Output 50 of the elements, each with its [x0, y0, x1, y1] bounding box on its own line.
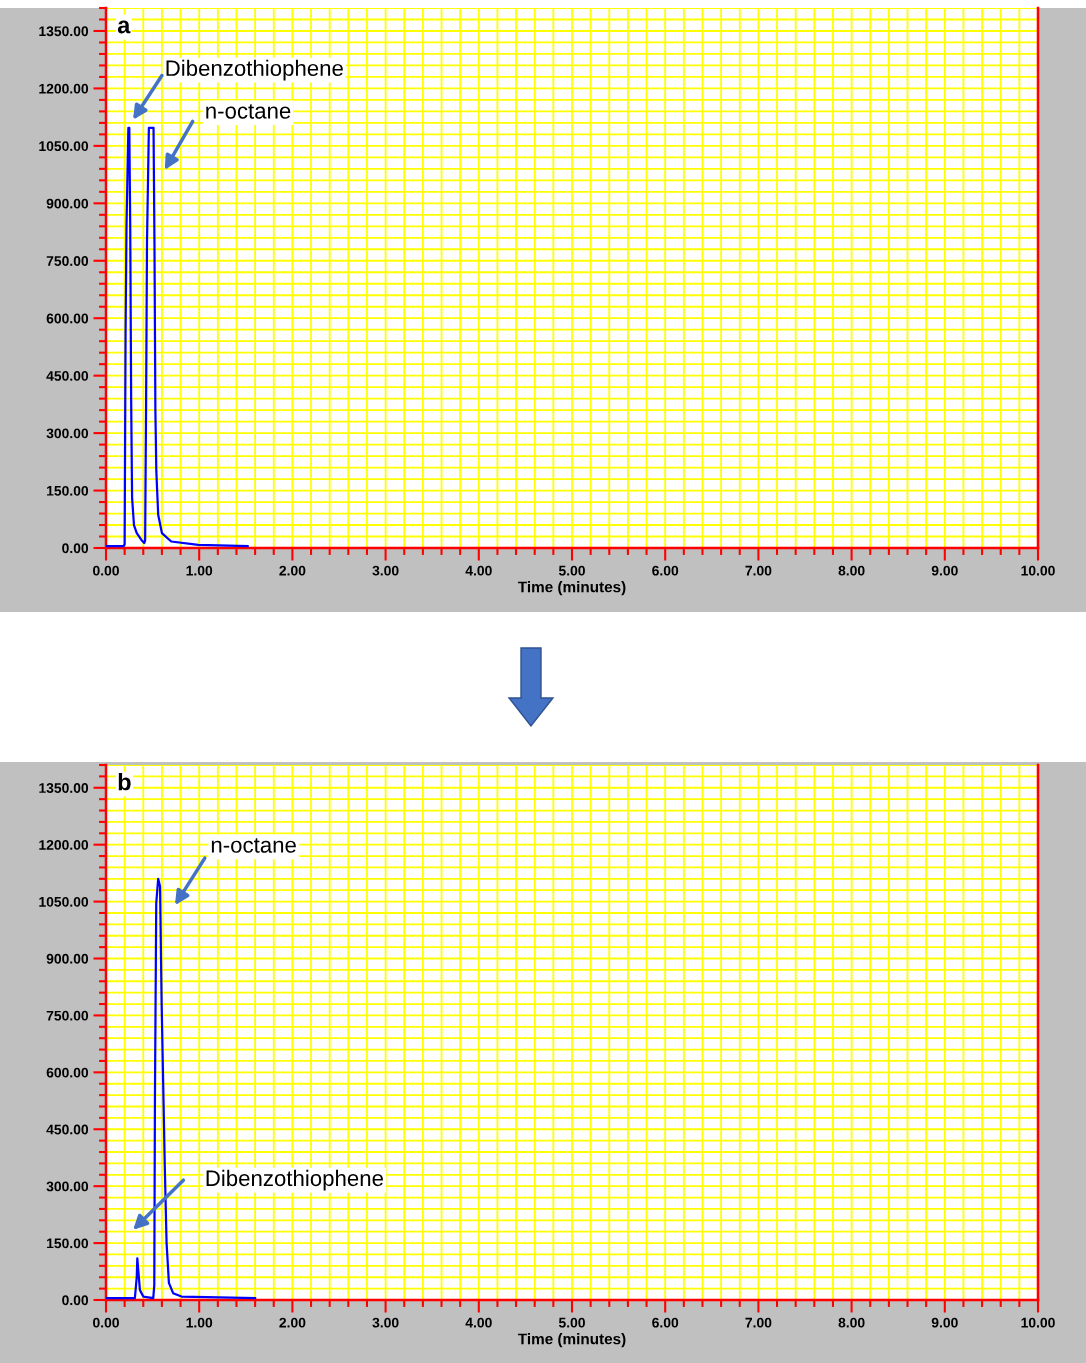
y-tick-label: 150.00: [47, 485, 89, 496]
x-tick-label: 10.00: [1021, 565, 1055, 576]
x-tick-label: 3.00: [372, 1317, 399, 1328]
y-tick-label: 1200.00: [39, 840, 89, 850]
y-tick-label: 450.00: [46, 370, 89, 381]
chart-title: b: [118, 773, 131, 791]
x-tick-label: 6.00: [652, 1317, 679, 1328]
y-tick-label: 1350.00: [39, 783, 89, 793]
x-tick-label: 1.00: [186, 565, 213, 576]
y-tick-label: 1050.00: [39, 141, 89, 152]
y-tick-label: 1350.00: [39, 26, 89, 37]
annotation: Dibenzothiophene: [166, 59, 343, 81]
y-tick-label: 150.00: [47, 1238, 89, 1249]
y-tick-label: 300.00: [46, 428, 89, 439]
x-tick-label: 7.00: [745, 1317, 772, 1328]
x-tick-label: 8.00: [838, 1317, 865, 1328]
annotation: Dibenzothiophene: [206, 1169, 383, 1191]
x-tick-label: 3.00: [372, 565, 399, 576]
y-tick-label: 750.00: [46, 1010, 89, 1021]
y-tick-label: 1200.00: [39, 83, 89, 94]
chart-title: a: [117, 20, 131, 34]
x-axis-title: Time (minutes): [517, 1333, 626, 1348]
annotation: n-octane: [206, 104, 291, 119]
x-tick-label: 5.00: [558, 565, 585, 576]
x-tick-label: 8.00: [838, 565, 865, 576]
x-tick-label: 1.00: [186, 1317, 213, 1328]
x-tick-label: 7.00: [745, 565, 772, 576]
y-tick-label: 450.00: [46, 1124, 89, 1135]
x-tick-label: 9.00: [931, 1317, 958, 1328]
annotation: n-octane: [211, 838, 296, 853]
y-tick-label: 0.00: [62, 543, 89, 554]
y-tick-label: 900.00: [46, 198, 89, 209]
y-tick-label: 750.00: [46, 256, 89, 266]
y-tick-label: 0.00: [62, 1295, 89, 1306]
x-tick-label: 5.00: [558, 1317, 585, 1328]
y-tick-label: 600.00: [46, 313, 89, 324]
y-tick-label: 900.00: [46, 953, 89, 964]
x-tick-label: 2.00: [279, 565, 306, 576]
x-tick-label: 9.00: [931, 565, 958, 576]
x-tick-label: 6.00: [652, 565, 679, 576]
x-tick-label: 0.00: [93, 1317, 119, 1328]
x-axis-title: Time (minutes): [517, 581, 626, 596]
y-tick-label: 300.00: [46, 1181, 89, 1192]
x-tick-label: 4.00: [465, 1317, 492, 1328]
x-tick-label: 10.00: [1021, 1317, 1055, 1328]
x-tick-label: 2.00: [279, 1317, 306, 1328]
y-tick-label: 600.00: [46, 1067, 89, 1078]
x-tick-label: 0.00: [93, 565, 119, 576]
x-tick-label: 4.00: [465, 565, 492, 576]
y-tick-label: 1050.00: [39, 896, 89, 907]
